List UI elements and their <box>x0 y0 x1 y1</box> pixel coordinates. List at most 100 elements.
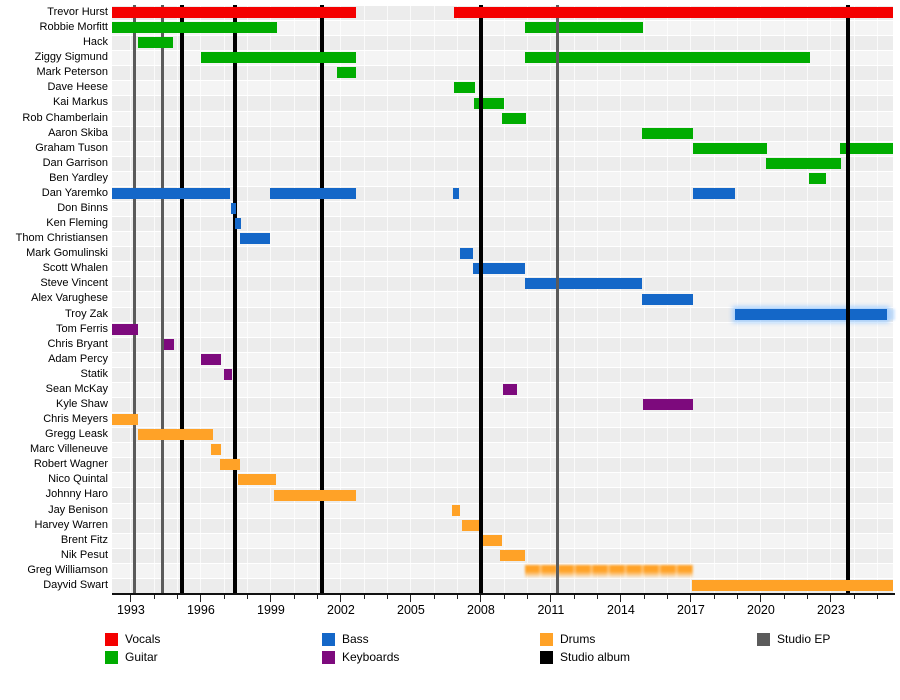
studio-ep-line <box>132 5 136 593</box>
member-row-stripe <box>112 276 893 292</box>
studio-album-line <box>180 5 185 593</box>
member-row-stripe <box>112 321 893 337</box>
member-row-stripe <box>112 231 893 247</box>
member-row-stripe <box>112 65 893 81</box>
axis-year-label: 2002 <box>327 603 355 617</box>
axis-tick <box>597 595 599 599</box>
timeline-bar <box>499 549 526 561</box>
member-label: Ben Yardley <box>49 171 108 184</box>
legend-label: Vocals <box>125 632 161 646</box>
timeline-bar <box>765 157 842 169</box>
member-label: Kai Markus <box>52 96 108 109</box>
timeline-bar <box>234 218 241 230</box>
member-row-stripe <box>112 351 893 367</box>
member-row-stripe <box>112 291 893 307</box>
timeline-bar <box>692 579 893 591</box>
member-row-stripe <box>112 502 893 518</box>
axis-tick <box>877 595 879 599</box>
year-gridline <box>317 5 319 593</box>
legend-swatch <box>540 651 553 664</box>
timeline-bar <box>693 187 736 199</box>
member-label: Robert Wagner <box>33 458 108 471</box>
year-gridline <box>573 5 575 593</box>
axis-tick <box>223 595 225 599</box>
member-label: Hack <box>82 36 108 49</box>
timeline-bar <box>112 414 138 426</box>
member-row-stripe <box>112 246 893 262</box>
timeline-bar <box>525 278 642 290</box>
member-label: Jay Benison <box>48 503 108 516</box>
member-label: Gregg Leask <box>45 428 108 441</box>
member-label: Nik Pesut <box>60 548 108 561</box>
timeline-bar <box>808 172 827 184</box>
timeline-bar <box>473 97 505 109</box>
member-row-stripe <box>112 140 893 156</box>
axis-tick <box>340 595 342 602</box>
timeline-bar <box>239 233 270 245</box>
year-gridline <box>363 5 365 593</box>
axis-tick <box>550 595 552 602</box>
member-label: Kyle Shaw <box>56 398 108 410</box>
timeline-bar <box>501 112 527 124</box>
legend-label: Guitar <box>125 650 158 664</box>
axis-tick <box>153 595 155 599</box>
legend-label: Studio album <box>560 650 631 664</box>
member-label: Chris Meyers <box>43 413 108 426</box>
year-gridline <box>737 5 739 593</box>
year-gridline <box>387 5 389 593</box>
axis-tick <box>573 595 575 599</box>
axis-tick <box>200 595 202 602</box>
member-label: Graham Tuson <box>35 141 108 154</box>
axis-year-label: 1993 <box>116 603 145 617</box>
timeline-bar <box>454 7 893 19</box>
axis-tick <box>737 595 739 599</box>
member-label: Harvey Warren <box>34 518 108 531</box>
timeline-bar <box>137 37 173 49</box>
member-label: Dave Heese <box>47 81 108 94</box>
timeline-bar <box>163 338 175 350</box>
member-label: Aaron Skiba <box>48 126 108 139</box>
year-gridline <box>153 5 155 593</box>
year-gridline <box>270 5 272 593</box>
year-gridline <box>433 5 435 593</box>
legend-swatch <box>757 633 770 646</box>
timeline-bar <box>200 52 357 64</box>
year-gridline <box>223 5 225 593</box>
member-label: Brent Fitz <box>60 533 108 546</box>
axis-tick <box>527 595 529 599</box>
axis-tick <box>317 595 319 599</box>
member-row-stripe <box>112 427 893 443</box>
timeline-bar <box>525 564 694 578</box>
year-gridline <box>807 5 809 593</box>
member-label: Marc Villeneuve <box>29 443 108 456</box>
legend-swatch <box>105 633 118 646</box>
member-row-stripe <box>112 201 893 217</box>
member-label: Greg Williamson <box>27 563 108 576</box>
member-row-stripe <box>112 532 893 548</box>
year-gridline <box>760 5 762 593</box>
timeline-bar <box>643 399 694 411</box>
axis-year-label: 2008 <box>467 603 495 617</box>
member-row-stripe <box>112 216 893 232</box>
member-label: Dan Yaremko <box>41 186 108 199</box>
axis-tick <box>363 595 365 599</box>
studio-album-line <box>846 5 851 593</box>
studio-album-line <box>320 5 325 593</box>
member-row-stripe <box>112 35 893 51</box>
studio-ep-line <box>160 5 164 593</box>
timeline-bar <box>693 142 767 154</box>
member-label: Dan Garrison <box>42 156 108 169</box>
axis-tick <box>620 595 622 602</box>
year-gridline <box>713 5 715 593</box>
legend-swatch <box>105 651 118 664</box>
timeline-bar <box>200 353 221 365</box>
member-row-stripe <box>112 457 893 473</box>
axis-year-label: 1996 <box>186 603 215 617</box>
timeline-bar <box>454 82 476 94</box>
axis-tick <box>130 595 132 602</box>
year-gridline <box>410 5 412 593</box>
studio-ep-line <box>556 5 560 593</box>
timeline-bar <box>238 474 276 486</box>
axis-year-label: 2020 <box>747 603 775 617</box>
member-row-stripe <box>112 412 893 428</box>
